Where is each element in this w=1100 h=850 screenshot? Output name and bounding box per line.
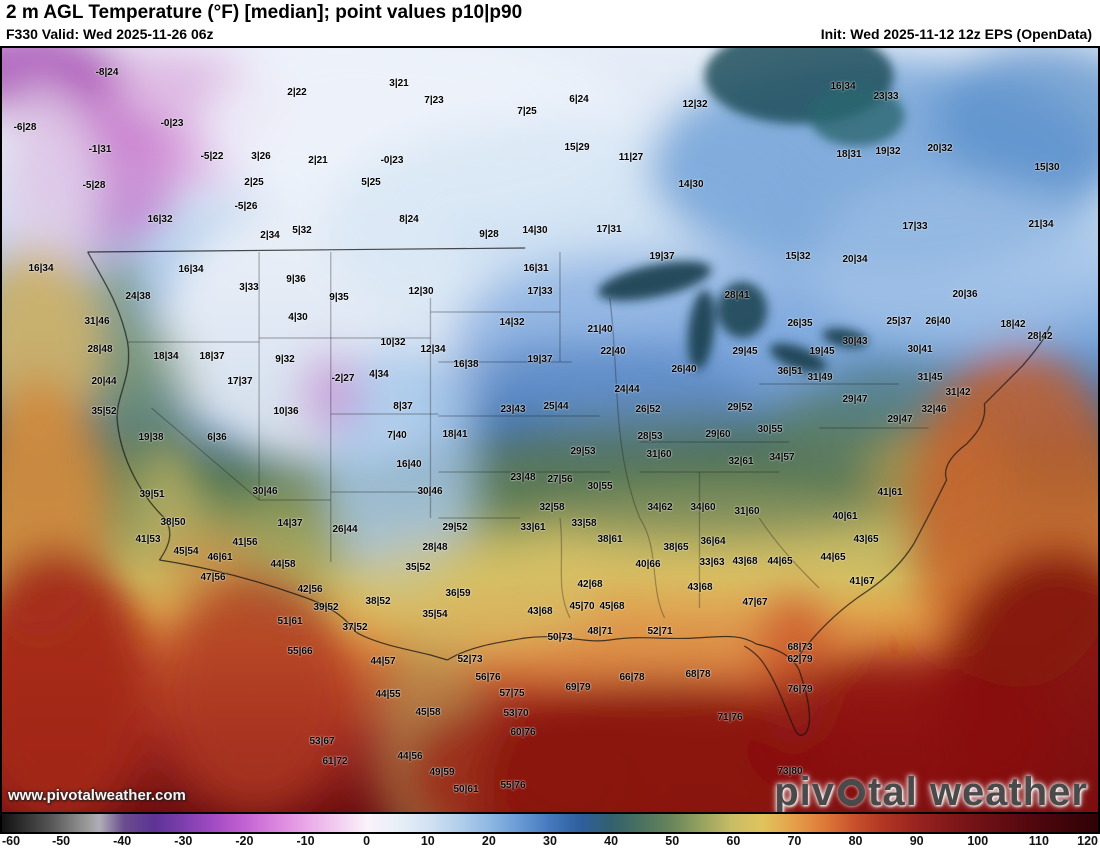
colorbar-tick-label: 10 — [420, 834, 435, 848]
colorbar-tick-label: -50 — [52, 834, 71, 848]
colorbar-tick-label: 80 — [848, 834, 863, 848]
colorbar-gradient — [0, 812, 1100, 834]
colorbar-tick-label: 110 — [1028, 834, 1049, 848]
colorbar-tick-label: 70 — [787, 834, 802, 848]
watermark-url: www.pivotalweather.com — [8, 787, 186, 804]
map-title: 2 m AGL Temperature (°F) [median]; point… — [6, 2, 523, 23]
colorbar-tick-label: 120 — [1077, 834, 1098, 848]
colorbar-tick-label: 40 — [604, 834, 619, 848]
colorbar-tick-label: 30 — [543, 834, 557, 848]
colorbar-tick-label: -20 — [235, 834, 254, 848]
valid-time-label: F330 Valid: Wed 2025-11-26 06z — [6, 25, 214, 42]
colorbar-tick-label: 100 — [967, 834, 989, 848]
init-time-label: Init: Wed 2025-11-12 12z EPS (OpenData) — [820, 25, 1092, 42]
brand-text-prefix: piv — [774, 770, 836, 812]
colorbar-tick-label: -40 — [113, 834, 132, 848]
great-lakes — [597, 48, 905, 373]
colorbar-tick-label: -30 — [174, 834, 193, 848]
colorbar-tick-label: -60 — [2, 834, 21, 848]
colorbar-tick-label: 50 — [665, 834, 680, 848]
colorbar-tick-label: 90 — [909, 834, 924, 848]
brand-circle-icon — [838, 778, 866, 806]
map-canvas[interactable]: www.pivotalweather.com piv tal weather — [0, 46, 1100, 812]
state-borders — [127, 252, 929, 619]
colorbar-tick-label: -10 — [296, 834, 315, 848]
coastline-borders — [87, 247, 1051, 736]
colorbar-tick-label: 60 — [726, 834, 741, 848]
colorbar-tick-label: 0 — [363, 834, 371, 848]
colorbar-ticks: -60 -50 -40 -30 -20 -10 0 10 20 30 40 50 60 70 80 90 100… — [0, 834, 1100, 849]
temperature-field — [2, 48, 1098, 812]
colorbar: -60 -50 -40 -30 -20 -10 0 10 20 30 40 50 60 70 80 90 100… — [0, 812, 1100, 850]
brand-logo: piv tal weather — [774, 772, 1088, 812]
brand-text-suffix: tal weather — [868, 770, 1088, 812]
header: 2 m AGL Temperature (°F) [median]; point… — [0, 0, 1100, 46]
colorbar-tick-label: 20 — [481, 834, 496, 848]
